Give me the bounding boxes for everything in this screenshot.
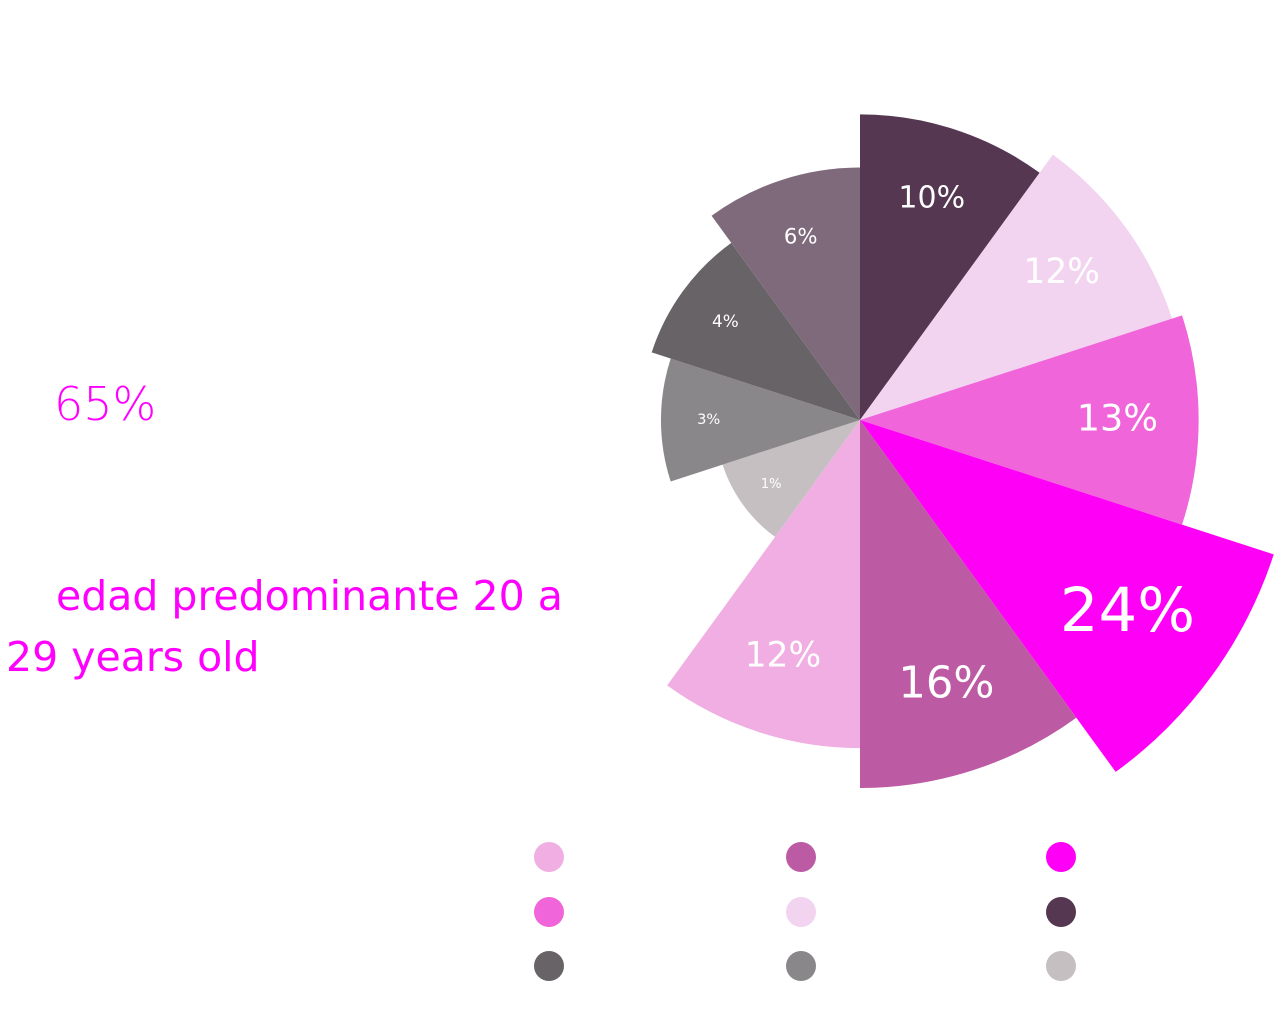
legend-dot-9 bbox=[1046, 951, 1076, 981]
legend-dot-1 bbox=[534, 842, 564, 872]
slice-label-5: 16% bbox=[898, 659, 994, 709]
slice-6 bbox=[667, 420, 860, 749]
legend-dot-6 bbox=[1046, 897, 1076, 927]
slice-2 bbox=[860, 154, 1173, 420]
slice-5 bbox=[860, 420, 1077, 789]
slice-label-3: 13% bbox=[1077, 397, 1158, 440]
slice-label-8: 3% bbox=[697, 411, 720, 428]
legend-dot-3 bbox=[1046, 842, 1076, 872]
slice-label-2: 12% bbox=[1024, 252, 1100, 292]
slice-label-4: 24% bbox=[1060, 576, 1195, 646]
age-note: edad predominante 20 a 29 years old bbox=[6, 572, 563, 681]
legend bbox=[534, 842, 1094, 982]
slice-4 bbox=[860, 420, 1274, 772]
legend-dot-2 bbox=[786, 842, 816, 872]
slice-label-1: 10% bbox=[898, 181, 965, 216]
slice-1 bbox=[860, 114, 1040, 420]
legend-dot-4 bbox=[534, 897, 564, 927]
legend-dot-7 bbox=[534, 951, 564, 981]
legend-dot-5 bbox=[786, 897, 816, 927]
slice-label-7: 1% bbox=[761, 477, 782, 492]
slice-label-10: 6% bbox=[784, 223, 818, 248]
slice-10 bbox=[711, 167, 860, 420]
slice-3 bbox=[860, 315, 1199, 525]
slice-label-6: 12% bbox=[745, 636, 821, 676]
stat-value: 65% bbox=[54, 377, 157, 431]
slice-8 bbox=[660, 358, 860, 482]
slice-7 bbox=[722, 420, 860, 537]
slice-label-9: 4% bbox=[712, 311, 739, 331]
slice-9 bbox=[651, 242, 860, 420]
legend-dot-8 bbox=[786, 951, 816, 981]
